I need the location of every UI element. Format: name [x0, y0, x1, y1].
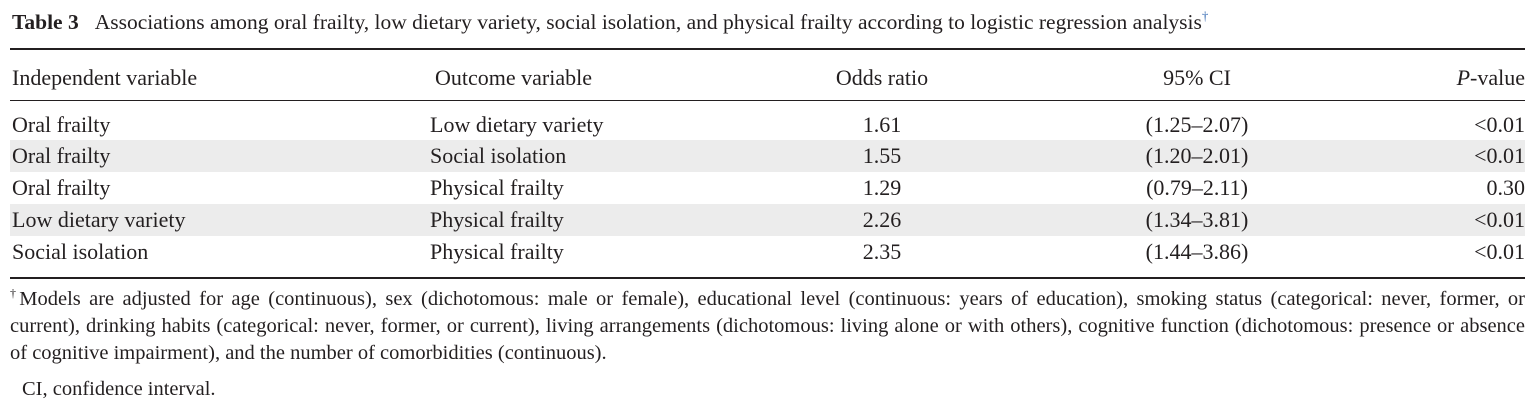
cell-p-value: <0.01 — [1474, 143, 1525, 168]
bottom-rule — [10, 277, 1525, 279]
header-rule — [10, 100, 1525, 101]
table-footnote: †Models are adjusted for age (continuous… — [10, 286, 1525, 367]
cell-ci: (0.79–2.11) — [1146, 175, 1248, 200]
table-row: Low dietary variety Physical frailty 2.2… — [10, 204, 1525, 236]
footnote-mark: † — [10, 286, 20, 300]
cell-p-value: <0.01 — [1474, 207, 1525, 232]
footnote-link[interactable]: † — [1201, 8, 1209, 23]
cell-outcome: Physical frailty — [430, 175, 564, 200]
header-ci: 95% CI — [1163, 65, 1231, 90]
cell-p-value: <0.01 — [1474, 112, 1525, 137]
header-p-rest: -value — [1470, 65, 1525, 90]
table-caption: Table 3 Associations among oral frailty, … — [12, 8, 1208, 35]
cell-odds-ratio: 1.61 — [862, 112, 902, 137]
table-row: Oral frailty Low dietary variety 1.61 (1… — [10, 109, 1525, 141]
cell-independent: Oral frailty — [12, 112, 111, 137]
cell-outcome: Low dietary variety — [430, 112, 604, 137]
header-independent: Independent variable — [12, 65, 198, 90]
table-row: Oral frailty Social isolation 1.55 (1.20… — [10, 140, 1525, 172]
cell-odds-ratio: 1.55 — [862, 143, 902, 168]
cell-ci: (1.44–3.86) — [1145, 239, 1249, 264]
cell-independent: Oral frailty — [12, 175, 111, 200]
cell-odds-ratio: 2.35 — [862, 239, 902, 264]
header-p-italic: P — [1456, 65, 1471, 90]
table-title: Associations among oral frailty, low die… — [94, 10, 1202, 34]
cell-outcome: Physical frailty — [430, 207, 564, 232]
cell-p-value: <0.01 — [1474, 239, 1525, 264]
table-header: Independent variable Outcome variable Od… — [10, 62, 1525, 94]
cell-independent: Oral frailty — [12, 143, 111, 168]
table-row: Social isolation Physical frailty 2.35 (… — [10, 236, 1525, 268]
table-row: Oral frailty Physical frailty 1.29 (0.79… — [10, 172, 1525, 204]
cell-independent: Social isolation — [12, 239, 149, 264]
cell-ci: (1.25–2.07) — [1145, 112, 1249, 137]
cell-odds-ratio: 1.29 — [862, 175, 902, 200]
cell-independent: Low dietary variety — [12, 207, 186, 232]
header-outcome: Outcome variable — [435, 65, 592, 90]
cell-p-value: 0.30 — [1486, 175, 1526, 200]
cell-ci: (1.20–2.01) — [1145, 143, 1249, 168]
footnote-text: Models are adjusted for age (continuous)… — [10, 288, 1526, 364]
top-rule — [10, 48, 1525, 50]
cell-odds-ratio: 2.26 — [862, 207, 902, 232]
header-odds-ratio: Odds ratio — [835, 65, 929, 90]
header-p-value: P-value — [1457, 62, 1525, 94]
abbreviation-note: CI, confidence interval. — [22, 378, 216, 400]
table-label: Table 3 — [12, 10, 79, 34]
cell-ci: (1.34–3.81) — [1145, 207, 1249, 232]
cell-outcome: Social isolation — [430, 143, 567, 168]
cell-outcome: Physical frailty — [430, 239, 564, 264]
